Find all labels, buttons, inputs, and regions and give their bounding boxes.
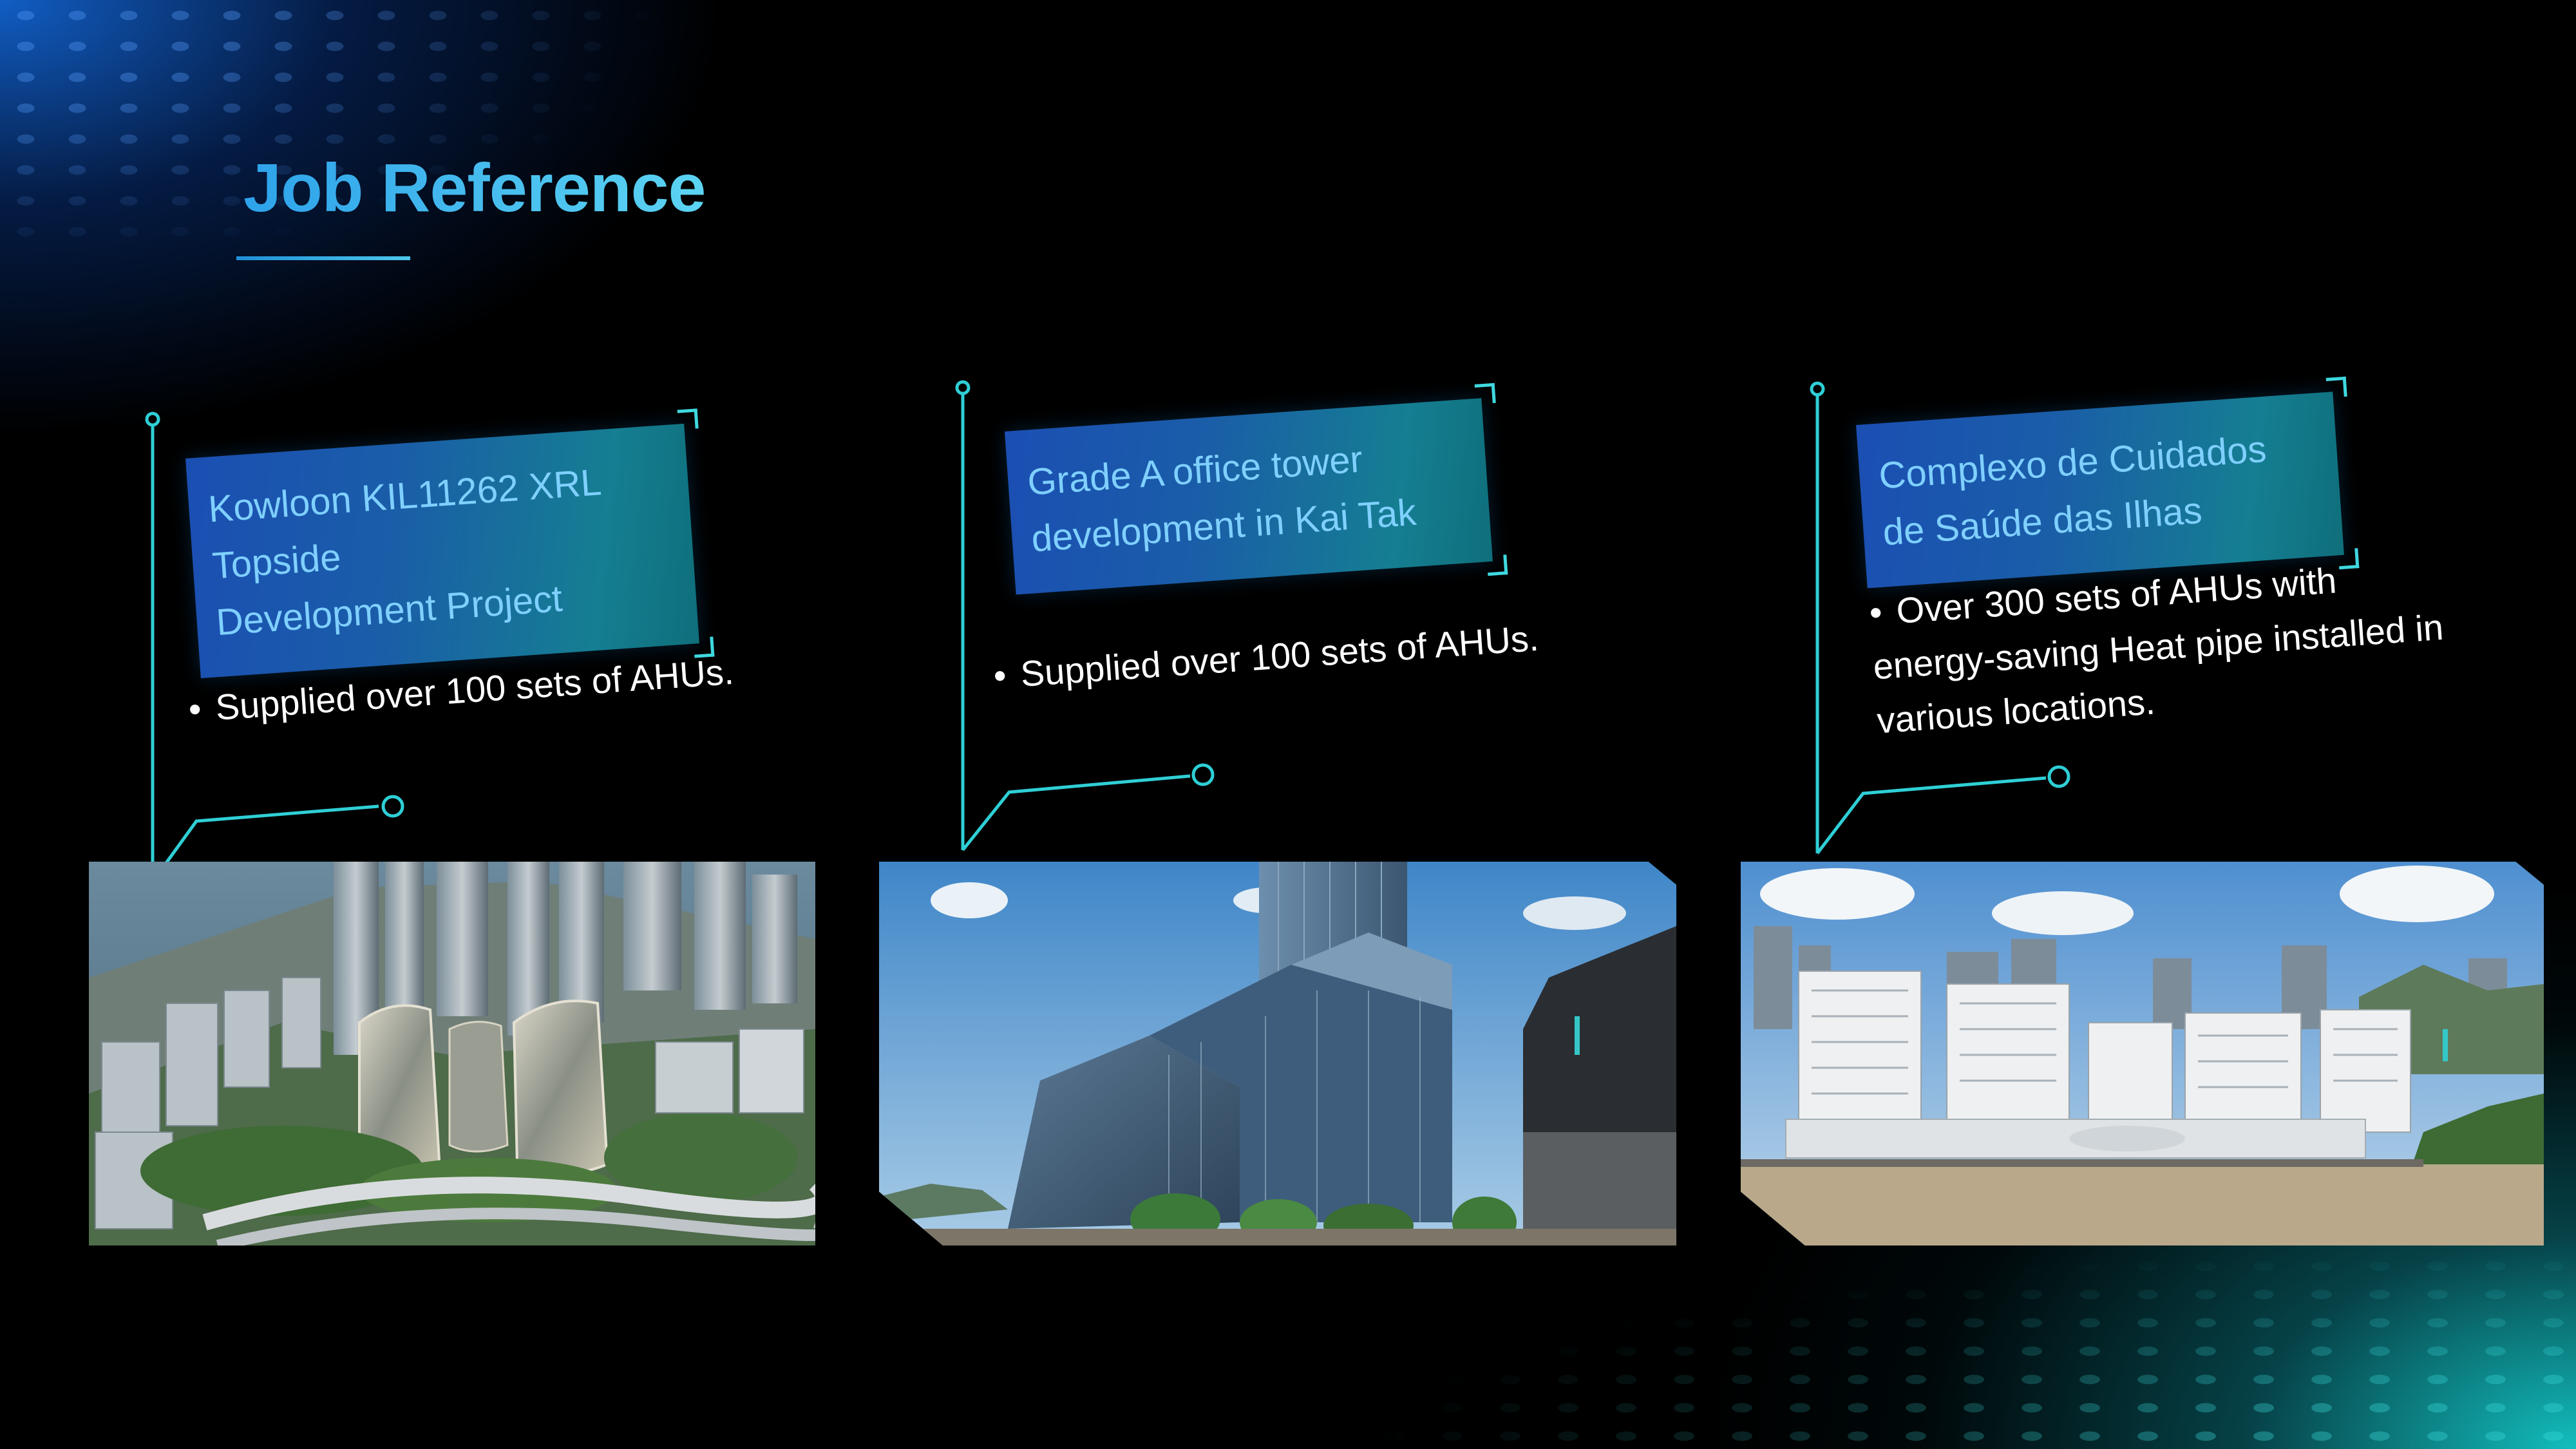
decorative-dot-pattern-bottom-right [902,1224,2576,1449]
project-bullet-2: • Supplied over 100 sets of AHUs. [992,611,1540,703]
connector-node [1810,381,1825,397]
project-heading-box-1: Kowloon KIL11262 XRL Topside Development… [185,408,715,679]
hospital-complex-waterfront-photo [1741,862,2544,1245]
corner-accent [1486,554,1508,576]
corner-accent [2325,376,2347,398]
connector-node [145,412,160,427]
bullet-dot: • [187,688,203,730]
slide-title: Job Reference [243,150,706,226]
title-underline [236,256,410,260]
glass-office-tower-photo [879,862,1676,1245]
bullet-dot: • [1868,591,1884,633]
connector-node [2047,765,2070,788]
bullet-text: Supplied over 100 sets of AHUs. [1019,617,1540,694]
connector-node [1191,763,1215,786]
corner-accent [1474,383,1496,404]
connector-node [381,795,404,818]
connector-node [955,380,971,395]
skyscraper-cluster-aerial-photo [89,862,815,1245]
project-heading-box-2: Grade A office tower development in Kai … [1005,383,1508,595]
bullet-dot: • [992,654,1008,696]
corner-accent [677,408,699,430]
decorative-dot-pattern-top-left [0,0,902,361]
